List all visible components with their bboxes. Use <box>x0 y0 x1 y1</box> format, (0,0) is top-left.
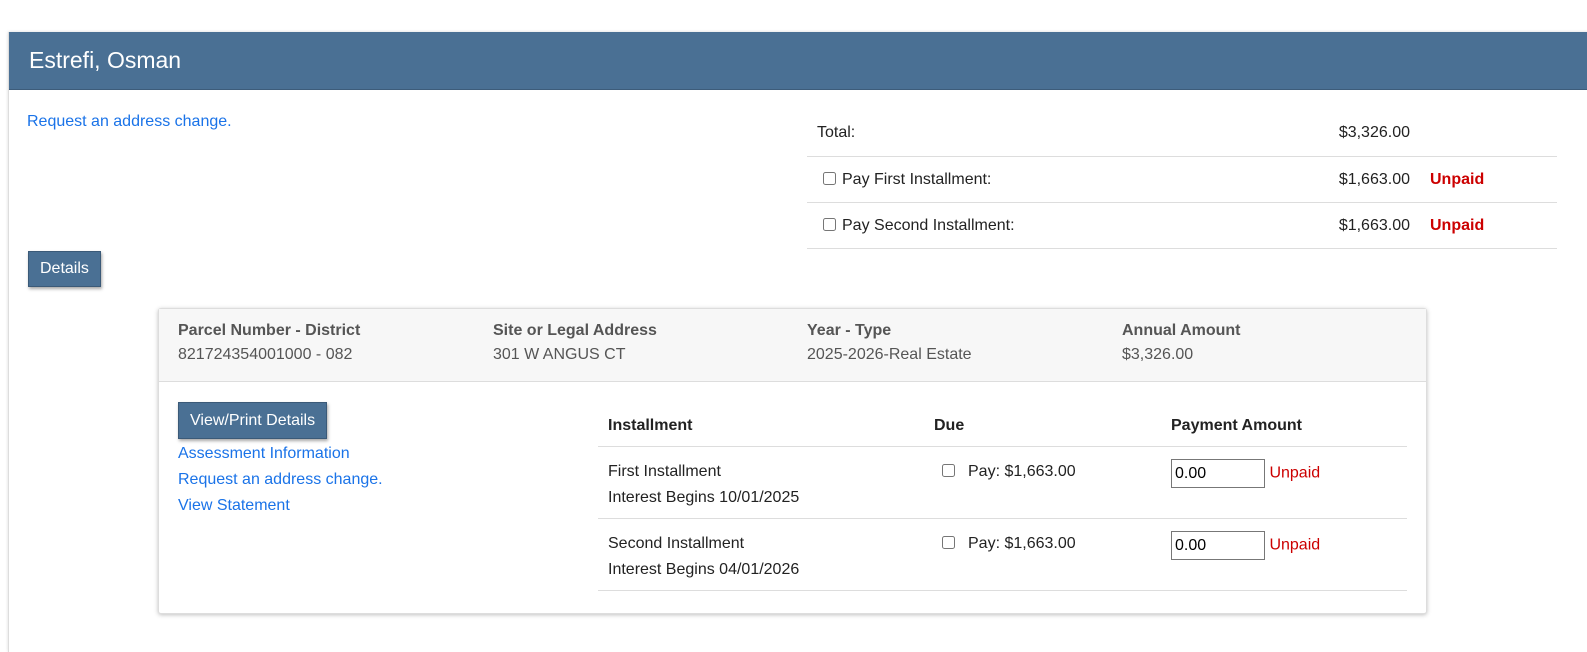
payment-amount-input[interactable] <box>1171 531 1265 560</box>
details-button[interactable]: Details <box>28 251 101 287</box>
total-amount: $3,326.00 <box>1260 110 1410 157</box>
installment-header: Installment <box>598 405 924 447</box>
status-badge: Unpaid <box>1410 156 1557 203</box>
annual-amount-value: $3,326.00 <box>1122 346 1194 363</box>
table-row: Second Installment Interest Begins 04/01/… <box>598 518 1407 591</box>
due-amount: Pay: $1,663.00 <box>968 535 1076 552</box>
address-value: 301 W ANGUS CT <box>493 346 626 363</box>
parcel-card: Parcel Number - District 821724354001000 … <box>158 308 1427 614</box>
request-address-change-link[interactable]: Request an address change. <box>178 471 383 488</box>
summary-amount: $1,663.00 <box>1260 156 1410 203</box>
summary-label: Pay First Installment: <box>842 170 992 188</box>
status-badge: Unpaid <box>1410 202 1557 249</box>
view-print-details-button[interactable]: View/Print Details <box>178 402 328 439</box>
year-type-value: 2025-2026-Real Estate <box>807 346 972 363</box>
address-header: Site or Legal Address <box>493 322 657 339</box>
total-label: Total: <box>807 110 1260 157</box>
annual-amount-header: Annual Amount <box>1122 322 1241 339</box>
pay-first-installment-checkbox[interactable] <box>823 171 836 185</box>
assessment-information-link[interactable]: Assessment Information <box>178 445 350 462</box>
status-badge: Unpaid <box>1269 536 1321 554</box>
due-header: Due <box>924 405 1161 447</box>
year-type-header: Year - Type <box>807 322 892 339</box>
installment-name: Second Installment <box>608 535 745 552</box>
status-badge: Unpaid <box>1269 464 1321 482</box>
view-statement-link[interactable]: View Statement <box>178 497 290 514</box>
summary-total-row: Total: $3,326.00 <box>807 110 1557 157</box>
parcel-number-header: Parcel Number - District <box>178 322 361 339</box>
summary-amount: $1,663.00 <box>1260 202 1410 249</box>
interest-date: Interest Begins 04/01/2026 <box>608 561 800 578</box>
due-amount: Pay: $1,663.00 <box>968 463 1076 480</box>
summary-label: Pay Second Installment: <box>842 216 1015 234</box>
pay-second-installment-checkbox[interactable] <box>823 217 836 231</box>
installment-table: Installment Due Payment Amount First Ins… <box>598 405 1407 591</box>
parcel-header: Parcel Number - District 821724354001000 … <box>159 309 1426 382</box>
owner-name: Estrefi, Osman <box>9 32 1587 90</box>
table-row: First Installment Interest Begins 10/01/2… <box>598 446 1407 519</box>
payment-summary: Total: $3,326.00 Pay First Installment: … <box>807 110 1557 249</box>
payment-amount-input[interactable] <box>1171 459 1265 488</box>
payment-amount-header: Payment Amount <box>1161 405 1407 447</box>
parcel-number-value: 821724354001000 - 082 <box>178 346 353 363</box>
taxpayer-panel: Estrefi, Osman <box>8 32 1587 652</box>
pay-checkbox[interactable] <box>942 464 955 477</box>
summary-row-first: Pay First Installment: $1,663.00 Unpaid <box>807 156 1557 203</box>
installment-name: First Installment <box>608 463 721 480</box>
summary-row-second: Pay Second Installment: $1,663.00 Unpaid <box>807 202 1557 249</box>
request-address-change-link[interactable]: Request an address change. <box>27 113 232 130</box>
pay-checkbox[interactable] <box>942 536 955 549</box>
interest-date: Interest Begins 10/01/2025 <box>608 489 800 506</box>
